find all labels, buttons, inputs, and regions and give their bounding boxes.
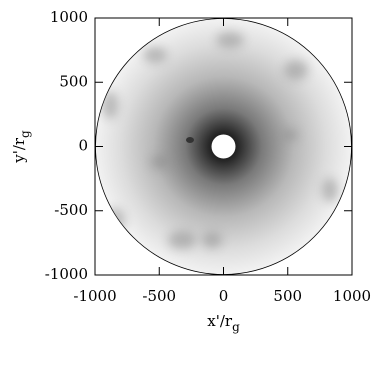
disk-image <box>95 18 352 275</box>
y-axis-label: y'/rg <box>10 130 32 164</box>
x-tick-label: 0 <box>219 287 229 305</box>
x-tick-label: 500 <box>273 287 302 305</box>
x-tick-label: -500 <box>142 287 176 305</box>
y-tick-label: -500 <box>54 201 88 219</box>
x-axis-label: x'/rg <box>207 312 240 334</box>
y-tick-label: 0 <box>78 137 88 155</box>
y-tick-label: 1000 <box>50 8 88 26</box>
y-tick-label: -1000 <box>45 265 88 283</box>
x-tick-label: 1000 <box>333 287 371 305</box>
y-tick-label: 500 <box>59 72 88 90</box>
x-tick-label: -1000 <box>73 287 116 305</box>
